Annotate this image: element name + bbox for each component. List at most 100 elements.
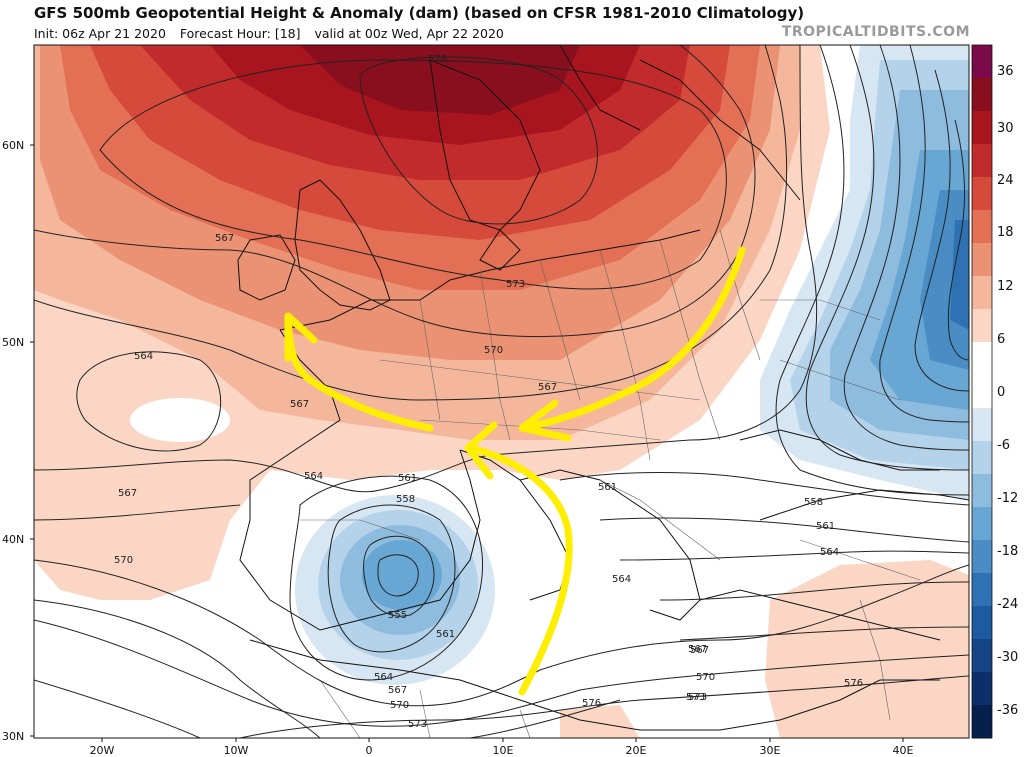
colorbar-swatch (972, 573, 992, 607)
contour-label: 561 (398, 473, 417, 484)
colorbar-swatch (972, 639, 992, 673)
colorbar-swatch (972, 474, 992, 508)
flow-arrows (284, 246, 746, 696)
colorbar-swatch (972, 342, 992, 376)
valid-time: valid at 00z Wed, Apr 22 2020 (314, 26, 504, 41)
contour-label: 567 (388, 685, 407, 696)
site-credit: TROPICALTIDBITS.COM (781, 24, 970, 40)
colorbar-swatch (972, 408, 992, 442)
plot-frame (33, 44, 970, 739)
lon-label: 20E (626, 744, 647, 757)
colorbar-label: -36 (997, 703, 1018, 718)
lon-label: 10W (224, 744, 249, 757)
colorbar-label: 6 (997, 332, 1005, 347)
colorbar-swatch (972, 672, 992, 706)
contour-label: 567 (290, 399, 309, 410)
contour-label: 576 (582, 698, 601, 709)
lat-label: 60N (2, 139, 24, 152)
contour-label: 570 (696, 672, 715, 683)
contour-label: 573 (688, 692, 707, 703)
colorbar-label: 30 (997, 121, 1014, 136)
colorbar-swatches (972, 45, 992, 739)
colorbar-label: 18 (997, 225, 1014, 240)
contour-label: 573 (408, 719, 427, 730)
colorbar-swatch (972, 276, 992, 310)
arrow-from-south-head (464, 421, 498, 480)
latitude-axis: 60N 50N 40N 30N (2, 139, 34, 743)
colorbar-swatch (972, 507, 992, 541)
contour-label: 567 (688, 644, 707, 655)
colorbar-swatch (972, 540, 992, 574)
arrow-to-northwest (284, 314, 434, 432)
contour-label: 576 (428, 54, 447, 65)
contour-label: 561 (598, 482, 617, 493)
colorbar-swatch (972, 78, 992, 112)
contour-label: 570 (390, 700, 409, 711)
colorbar-swatch (972, 705, 992, 739)
contour-label: 558 (804, 497, 823, 508)
contour-label: 576 (844, 678, 863, 689)
colorbar-label: 36 (997, 64, 1014, 79)
init-time: Init: 06z Apr 21 2020 (34, 26, 166, 41)
colorbar-frame (971, 44, 993, 739)
lon-label: 0 (366, 744, 373, 757)
contour-label: 564 (374, 672, 393, 683)
map-title: GFS 500mb Geopotential Height & Anomaly … (34, 4, 805, 22)
colorbar-swatch (972, 375, 992, 409)
colorbar-swatch (972, 606, 992, 640)
arrow-from-east-head (518, 399, 572, 442)
colorbar-label: -18 (997, 544, 1018, 559)
arrow-from-east (521, 246, 746, 432)
contour-label: 573 (506, 279, 525, 290)
lon-label: 30E (760, 744, 781, 757)
contour-label: 564 (612, 574, 631, 585)
lat-label: 50N (2, 336, 24, 349)
contour-label: 567 (118, 488, 137, 499)
map-subtitle: Init: 06z Apr 21 2020 Forecast Hour: [18… (34, 26, 514, 41)
contour-label: 558 (396, 494, 415, 505)
contour-label: 570 (484, 345, 503, 356)
colorbar-label: -30 (997, 650, 1018, 665)
arrow-from-south (466, 444, 573, 696)
colorbar-label: -6 (997, 438, 1010, 453)
contour-label: 564 (820, 547, 839, 558)
contour-label: 564 (304, 471, 323, 482)
contour-label: 573 (686, 692, 705, 703)
lon-label: 20W (90, 744, 115, 757)
colorbar-swatch (972, 144, 992, 178)
colorbar-swatch (972, 45, 992, 79)
lat-label: 40N (2, 533, 24, 546)
positive-anomaly-shading (34, 45, 969, 738)
colorbar-label: -24 (997, 597, 1018, 612)
colorbar-swatch (972, 243, 992, 277)
contour-label: 570 (114, 555, 133, 566)
lat-label: 30N (2, 730, 24, 743)
arrow-to-northwest-head (284, 312, 318, 362)
colorbar-label: -12 (997, 491, 1018, 506)
colorbar-swatch (972, 177, 992, 211)
negative-anomaly-shading (295, 45, 969, 685)
colorbar-swatch (972, 309, 992, 343)
height-contours (34, 45, 969, 738)
forecast-hour: Forecast Hour: [18] (179, 26, 301, 41)
contour-label: 567 (690, 645, 709, 656)
contour-label: 567 (215, 233, 234, 244)
colorbar: 36 30 24 18 12 6 0 -6 -12 -18 -24 -30 -3… (971, 44, 1018, 739)
longitude-axis: 20W 10W 0 10E 20E 30E 40E (90, 738, 914, 757)
colorbar-label: 24 (997, 173, 1014, 188)
borders (300, 229, 921, 738)
contour-label: 561 (816, 521, 835, 532)
contour-label: 561 (436, 629, 455, 640)
colorbar-label: 12 (997, 279, 1014, 294)
contour-label: 564 (134, 351, 153, 362)
colorbar-label: 0 (997, 385, 1005, 400)
colorbar-swatch (972, 111, 992, 145)
colorbar-swatch (972, 210, 992, 244)
contour-label: 555 (388, 610, 407, 621)
contour-label: 567 (538, 382, 557, 393)
colorbar-swatch (972, 441, 992, 475)
lon-label: 10E (493, 744, 514, 757)
contour-label-group: 576 573 570 567 567 567 567 564 564 561 … (114, 54, 863, 730)
lon-label: 40E (893, 744, 914, 757)
